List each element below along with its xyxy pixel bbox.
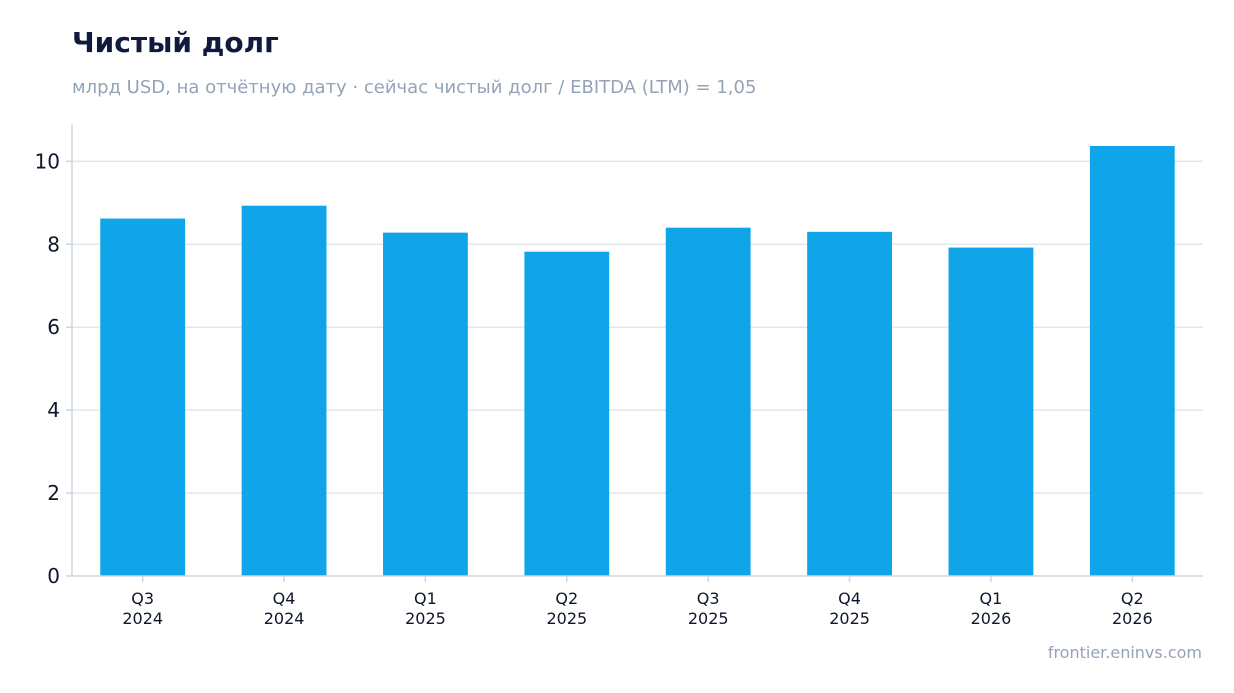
x-tick-label: 2024: [122, 609, 163, 628]
x-tick-label: Q1: [980, 589, 1003, 608]
x-tick-label: Q3: [131, 589, 154, 608]
x-tick-label: 2025: [688, 609, 729, 628]
x-tick-label: Q4: [838, 589, 861, 608]
x-tick-label: 2025: [829, 609, 870, 628]
bar: [1089, 145, 1175, 577]
x-tick-label: 2025: [405, 609, 446, 628]
bar: [524, 251, 610, 576]
x-tick-label: Q2: [555, 589, 578, 608]
chart-subtitle: млрд USD, на отчётную дату · сейчас чист…: [72, 77, 757, 98]
y-tick-label: 4: [47, 398, 60, 422]
x-tick-label: 2026: [971, 609, 1012, 628]
bar: [241, 205, 327, 576]
x-tick-label: 2025: [546, 609, 587, 628]
bars: [100, 145, 1175, 577]
axis-labels: 0246810Q32024Q42024Q12025Q22025Q32025Q42…: [35, 149, 1153, 628]
x-tick-label: Q2: [1121, 589, 1144, 608]
source-credit: frontier.eninvs.com: [1047, 643, 1202, 662]
bar: [665, 227, 751, 576]
x-tick-label: Q1: [414, 589, 437, 608]
x-tick-label: 2026: [1112, 609, 1153, 628]
x-tick-label: Q4: [273, 589, 296, 608]
y-tick-label: 0: [47, 564, 60, 588]
bar: [948, 247, 1034, 576]
y-tick-label: 6: [47, 315, 60, 339]
y-tick-label: 10: [35, 149, 60, 173]
bar: [100, 218, 186, 576]
chart-title: Чистый долг: [72, 26, 279, 59]
y-tick-label: 8: [47, 232, 60, 256]
x-tick-label: Q3: [697, 589, 720, 608]
x-tick-label: 2024: [264, 609, 305, 628]
bar: [383, 232, 468, 576]
y-tick-label: 2: [47, 481, 60, 505]
bar: [807, 231, 892, 576]
axes: [66, 124, 1203, 582]
